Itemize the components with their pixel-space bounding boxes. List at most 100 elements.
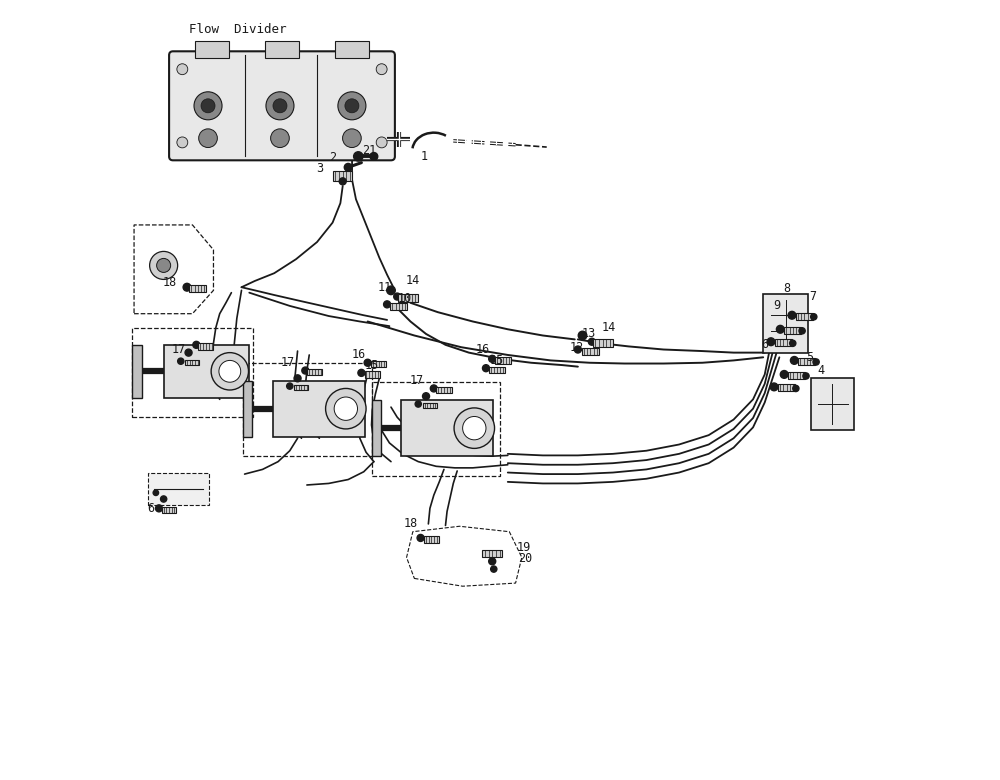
Bar bbox=[778, 385, 795, 391]
Circle shape bbox=[193, 342, 200, 349]
Circle shape bbox=[387, 286, 395, 295]
Bar bbox=[423, 402, 437, 408]
Text: 4: 4 bbox=[817, 364, 824, 377]
Text: 15: 15 bbox=[364, 359, 379, 371]
Bar bbox=[798, 358, 815, 365]
Text: 14: 14 bbox=[602, 321, 616, 334]
Bar bbox=[189, 285, 206, 292]
Text: 16: 16 bbox=[351, 349, 365, 361]
Bar bbox=[788, 372, 805, 379]
Circle shape bbox=[767, 338, 775, 346]
Circle shape bbox=[287, 383, 293, 389]
Text: 18: 18 bbox=[163, 276, 177, 289]
Text: 17: 17 bbox=[281, 356, 295, 369]
Circle shape bbox=[482, 365, 489, 372]
Bar bbox=[593, 339, 613, 347]
Bar bbox=[132, 328, 253, 417]
Circle shape bbox=[574, 346, 581, 353]
Circle shape bbox=[183, 283, 191, 291]
Circle shape bbox=[177, 137, 188, 148]
Circle shape bbox=[177, 64, 188, 75]
Circle shape bbox=[157, 258, 171, 272]
Circle shape bbox=[776, 325, 784, 333]
Circle shape bbox=[161, 496, 167, 502]
Circle shape bbox=[199, 129, 217, 147]
Circle shape bbox=[153, 490, 159, 495]
Text: 6: 6 bbox=[761, 339, 768, 351]
Circle shape bbox=[394, 293, 401, 300]
Circle shape bbox=[489, 356, 496, 363]
Circle shape bbox=[788, 311, 796, 319]
Bar bbox=[436, 387, 452, 393]
Text: 1: 1 bbox=[421, 150, 428, 163]
Circle shape bbox=[178, 358, 184, 364]
Circle shape bbox=[491, 566, 497, 573]
Text: 12: 12 bbox=[569, 342, 583, 354]
Bar bbox=[424, 537, 439, 543]
Bar bbox=[185, 360, 199, 366]
Bar bbox=[294, 385, 308, 390]
FancyBboxPatch shape bbox=[169, 51, 395, 161]
Text: 18: 18 bbox=[403, 517, 418, 530]
Text: 10: 10 bbox=[398, 292, 412, 305]
Bar bbox=[775, 339, 792, 346]
Bar bbox=[398, 294, 418, 302]
Circle shape bbox=[415, 401, 421, 407]
Circle shape bbox=[343, 129, 361, 147]
Circle shape bbox=[294, 375, 301, 382]
Circle shape bbox=[364, 360, 371, 367]
Bar bbox=[243, 381, 252, 437]
Circle shape bbox=[790, 340, 796, 346]
Circle shape bbox=[803, 373, 809, 379]
Circle shape bbox=[344, 164, 352, 172]
Circle shape bbox=[423, 392, 430, 399]
Text: 19: 19 bbox=[516, 541, 530, 554]
Circle shape bbox=[770, 383, 778, 391]
Circle shape bbox=[578, 332, 587, 340]
Text: 20: 20 bbox=[518, 551, 532, 565]
Circle shape bbox=[334, 397, 358, 420]
Bar bbox=[489, 367, 505, 373]
Bar bbox=[148, 473, 209, 505]
Circle shape bbox=[793, 385, 799, 392]
Circle shape bbox=[799, 328, 805, 334]
Bar bbox=[495, 357, 511, 363]
Circle shape bbox=[194, 92, 222, 120]
Circle shape bbox=[417, 534, 424, 541]
Circle shape bbox=[185, 349, 192, 356]
Text: 14: 14 bbox=[406, 275, 420, 288]
Circle shape bbox=[326, 388, 366, 429]
Text: 17: 17 bbox=[410, 374, 424, 387]
Circle shape bbox=[339, 178, 346, 185]
Bar bbox=[372, 382, 500, 476]
Circle shape bbox=[376, 64, 387, 75]
Text: 17: 17 bbox=[172, 343, 186, 356]
Text: 6: 6 bbox=[148, 502, 155, 515]
Text: 2: 2 bbox=[329, 151, 336, 165]
Bar bbox=[333, 172, 352, 180]
Circle shape bbox=[150, 251, 178, 279]
Bar bbox=[390, 303, 407, 310]
Text: 11: 11 bbox=[378, 281, 392, 294]
Text: 3: 3 bbox=[316, 162, 323, 176]
Bar bbox=[164, 345, 249, 398]
Bar bbox=[796, 313, 813, 320]
Circle shape bbox=[211, 353, 249, 390]
Text: Flow  Divider: Flow Divider bbox=[189, 23, 286, 36]
Bar bbox=[763, 294, 808, 353]
Text: 8: 8 bbox=[783, 282, 790, 296]
Circle shape bbox=[780, 370, 788, 378]
Circle shape bbox=[430, 385, 437, 392]
Circle shape bbox=[345, 99, 359, 113]
Circle shape bbox=[155, 505, 162, 512]
Text: 15: 15 bbox=[490, 354, 504, 367]
Circle shape bbox=[454, 408, 495, 448]
Bar bbox=[372, 400, 381, 456]
Circle shape bbox=[271, 129, 289, 147]
Circle shape bbox=[302, 367, 309, 374]
Circle shape bbox=[354, 152, 363, 161]
Bar bbox=[132, 345, 142, 398]
Circle shape bbox=[370, 153, 378, 161]
Circle shape bbox=[266, 92, 294, 120]
Bar bbox=[811, 378, 854, 431]
